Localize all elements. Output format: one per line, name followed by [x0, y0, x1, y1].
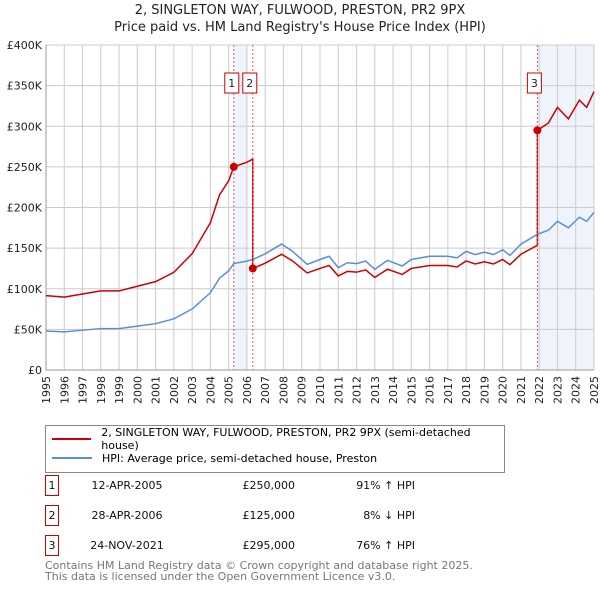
x-tick-label: 1999 — [113, 376, 126, 404]
footer: Contains HM Land Registry data © Crown c… — [45, 560, 473, 582]
sale-label: 3 — [531, 77, 538, 90]
chart-title: 2, SINGLETON WAY, FULWOOD, PRESTON, PR2 … — [134, 3, 466, 18]
x-tick-label: 2003 — [186, 376, 199, 404]
x-tick-label: 2017 — [442, 376, 455, 404]
property-line — [45, 91, 595, 298]
y-tick-label: £150K — [7, 242, 43, 255]
x-tick-label: 2000 — [131, 376, 144, 404]
sale-hpi-change: 91% ↑ HPI — [356, 479, 415, 492]
y-tick-label: £250K — [7, 161, 43, 174]
y-tick-label: £300K — [7, 120, 43, 133]
sale-hpi-change: 76% ↑ HPI — [356, 539, 415, 552]
sale-number: 3 — [45, 535, 59, 556]
x-tick-label: 2012 — [351, 376, 364, 404]
sale-hpi-change: 8% ↓ HPI — [363, 509, 415, 522]
x-tick-label: 2009 — [296, 376, 309, 404]
x-tick-label: 2010 — [314, 376, 327, 404]
price-chart: 1995 1996 1997 1998 1999 2000 2001 2002 2003 2004… — [7, 39, 600, 404]
x-tick-label: 2019 — [478, 376, 491, 404]
x-tick-label: 2001 — [150, 376, 163, 404]
sale-row: 3 24-NOV-2021 £295,000 76% ↑ HPI — [45, 535, 445, 557]
y-tick-label: £50K — [14, 323, 43, 336]
sale-price: £125,000 — [242, 509, 296, 522]
sale-label-box — [526, 72, 542, 94]
x-tick-label: 2006 — [241, 376, 254, 404]
x-tick-label: 2020 — [497, 376, 510, 404]
x-tick-label: 2005 — [223, 376, 236, 404]
legend-hpi-line — [52, 457, 92, 459]
sale-price: £295,000 — [242, 539, 296, 552]
sale-number: 2 — [45, 505, 59, 526]
sale-point — [229, 162, 238, 171]
x-tick-label: 1996 — [58, 376, 71, 404]
sale-point — [533, 126, 542, 135]
x-tick-label: 1998 — [95, 376, 108, 404]
x-tick-label: 2016 — [424, 376, 437, 404]
x-tick-label: 2023 — [551, 376, 564, 404]
sale-point — [248, 264, 257, 273]
x-tick-label: 2002 — [168, 376, 181, 404]
chart-subtitle: Price paid vs. HM Land Registry's House … — [114, 20, 486, 35]
footer-line-2: This data is licensed under the Open Gov… — [45, 570, 396, 583]
sale-number: 1 — [45, 475, 59, 496]
hpi-line — [45, 211, 595, 333]
x-tick-label: 2018 — [460, 376, 473, 404]
sale-label-box — [224, 72, 240, 94]
x-tick-label: 2011 — [332, 376, 345, 404]
x-tick-label: 2025 — [588, 376, 600, 404]
sale-date: 12-APR-2005 — [91, 479, 163, 492]
sale-label: 2 — [246, 77, 253, 90]
x-tick-label: 2015 — [405, 376, 418, 404]
y-tick-label: £350K — [7, 80, 43, 93]
x-tick-label: 2021 — [515, 376, 528, 404]
sale-date: 24-NOV-2021 — [90, 539, 164, 552]
x-tick-label: 2024 — [570, 376, 583, 404]
y-tick-label: £100K — [7, 283, 43, 296]
legend-hpi-label: HPI: Average price, semi-detached house,… — [102, 451, 378, 465]
sale-label-box — [242, 72, 258, 94]
y-tick-label: £0 — [28, 364, 42, 377]
x-tick-label: 2004 — [204, 376, 217, 404]
x-tick-label: 2014 — [387, 376, 400, 404]
x-tick-label: 2007 — [259, 376, 272, 404]
sale-row: 1 12-APR-2005 £250,000 91% ↑ HPI — [45, 475, 445, 497]
y-tick-label: £400K — [7, 39, 43, 52]
y-tick-label: £200K — [7, 202, 43, 215]
x-tick-label: 1997 — [77, 376, 90, 404]
sale-price: £250,000 — [242, 479, 296, 492]
sale-date: 28-APR-2006 — [91, 509, 163, 522]
sale-label: 1 — [228, 77, 235, 90]
x-tick-label: 2022 — [533, 376, 546, 404]
footer-line-1: Contains HM Land Registry data © Crown c… — [45, 559, 473, 572]
x-tick-label: 2013 — [369, 376, 382, 404]
legend: 2, SINGLETON WAY, FULWOOD, PRESTON, PR2 … — [45, 425, 505, 473]
sale-row: 2 28-APR-2006 £125,000 8% ↓ HPI — [45, 505, 445, 527]
legend-property-label: 2, SINGLETON WAY, FULWOOD, PRESTON, PR2 … — [101, 426, 471, 452]
x-tick-label: 2008 — [277, 376, 290, 404]
legend-property-line — [52, 438, 92, 440]
x-tick-label: 1995 — [40, 376, 53, 404]
